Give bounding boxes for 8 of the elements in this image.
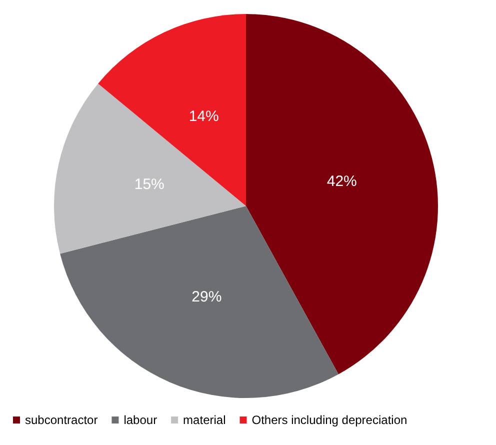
legend-label: subcontractor	[25, 413, 98, 427]
legend-label: labour	[124, 413, 158, 427]
data-label: 29%	[192, 288, 222, 306]
data-label: 14%	[188, 108, 219, 125]
legend-label: Others including depreciation	[252, 413, 408, 427]
data-label: 42%	[326, 172, 357, 190]
data-label: 15%	[134, 176, 164, 193]
legend-label: material	[183, 413, 226, 427]
